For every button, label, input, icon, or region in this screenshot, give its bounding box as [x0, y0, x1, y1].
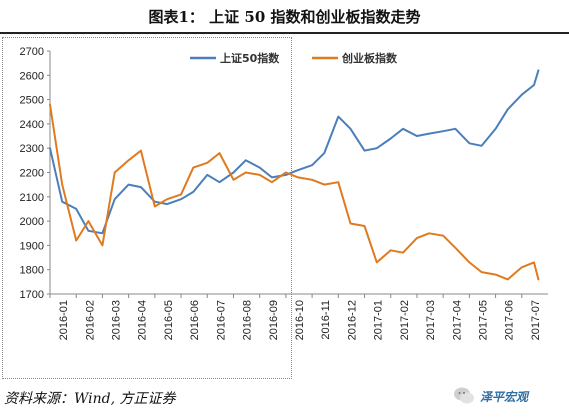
y-tick-label: 2100	[20, 192, 44, 204]
source-note: 资料来源：Wind, 方正证券	[4, 391, 176, 407]
y-tick-label: 2300	[20, 143, 44, 155]
x-tick-label: 2016-03	[111, 300, 123, 340]
x-tick-label: 2016-04	[137, 300, 149, 340]
x-tick-label: 2017-04	[451, 300, 463, 340]
y-tick-label: 2200	[20, 168, 44, 180]
legend-label: 上证50指数	[220, 51, 280, 65]
x-tick-label: 2016-11	[320, 300, 332, 340]
x-tick-label: 2017-03	[425, 300, 437, 340]
x-tick-label: 2016-09	[268, 300, 280, 340]
x-tick-label: 2017-02	[399, 300, 411, 340]
sse50-series-line	[49, 69, 540, 235]
x-tick-label: 2016-12	[346, 300, 358, 340]
legend-label: 创业板指数	[341, 51, 398, 65]
title-divider	[0, 32, 569, 34]
line-chart: 1700 1800 1900 2000 2100 2200 2300 2400 2500 2600…	[20, 46, 548, 340]
x-tick-label: 2017-07	[530, 300, 542, 340]
x-tick-label: 2016-10	[294, 300, 306, 340]
chart-title: 图表1： 上证 50 指数和创业板指数走势	[148, 8, 421, 26]
y-tick-label: 2400	[20, 119, 44, 131]
legend: 上证50指数 创业板指数	[190, 51, 398, 65]
wechat-logo-icon	[454, 387, 474, 404]
x-tick-label: 2016-01	[58, 300, 70, 340]
x-tick-label: 2016-06	[189, 300, 201, 340]
y-tick-label: 2700	[20, 46, 44, 58]
y-tick-label: 1700	[20, 289, 44, 301]
y-tick-label: 2500	[20, 95, 44, 107]
chinext-series-line	[49, 103, 540, 281]
x-tick-label: 2017-05	[477, 300, 489, 340]
x-tick-label: 2016-07	[215, 300, 227, 340]
y-tick-label: 2600	[20, 70, 44, 82]
x-tick-label: 2017-01	[373, 300, 385, 340]
y-tick-label: 1800	[20, 265, 44, 277]
x-tick-label: 2016-08	[242, 300, 254, 340]
series-lines	[49, 69, 540, 281]
x-tick-label: 2016-02	[84, 300, 96, 340]
watermark: 泽平宏观	[452, 382, 564, 410]
x-tick-label: 2016-05	[163, 300, 175, 340]
y-tick-label: 1900	[20, 240, 44, 252]
axes: 1700 1800 1900 2000 2100 2200 2300 2400 2500 2600…	[20, 46, 548, 340]
y-tick-label: 2000	[20, 216, 44, 228]
x-tick-label: 2017-06	[504, 300, 516, 340]
watermark-text: 泽平宏观	[480, 389, 529, 404]
